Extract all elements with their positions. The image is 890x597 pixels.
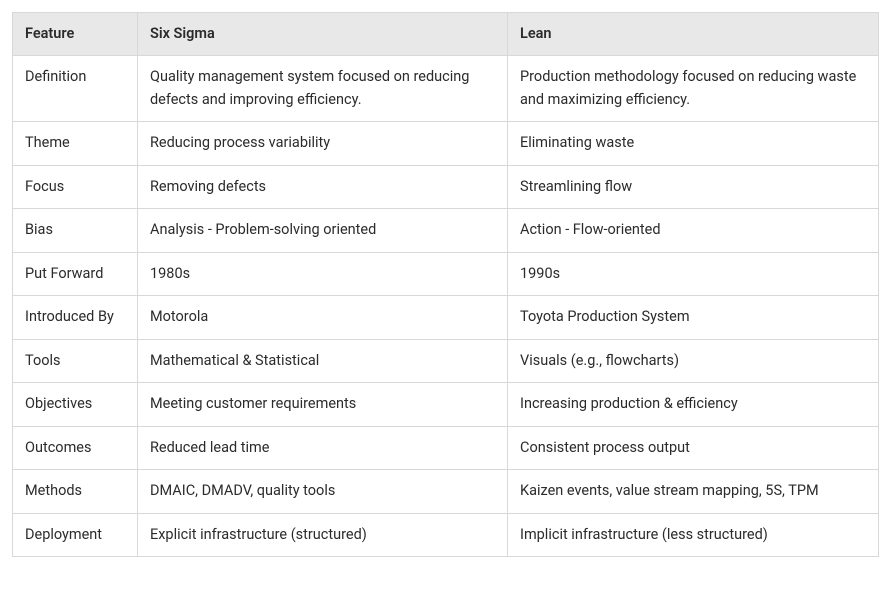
cell-sixsigma: Mathematical & Statistical [138,339,508,382]
cell-sixsigma: 1980s [138,252,508,295]
cell-feature: Introduced By [13,296,138,339]
cell-lean: Implicit infrastructure (less structured… [508,513,879,556]
col-header-feature: Feature [13,13,138,56]
cell-feature: Tools [13,339,138,382]
cell-lean: Streamlining flow [508,165,879,208]
table-row: Focus Removing defects Streamlining flow [13,165,879,208]
cell-feature: Focus [13,165,138,208]
table-row: Tools Mathematical & Statistical Visuals… [13,339,879,382]
table-row: Outcomes Reduced lead time Consistent pr… [13,426,879,469]
table-body: Definition Quality management system foc… [13,56,879,557]
cell-sixsigma: Removing defects [138,165,508,208]
cell-feature: Theme [13,122,138,165]
cell-lean: Increasing production & efficiency [508,383,879,426]
table-row: Objectives Meeting customer requirements… [13,383,879,426]
cell-sixsigma: Meeting customer requirements [138,383,508,426]
cell-lean: Visuals (e.g., flowcharts) [508,339,879,382]
cell-lean: Action - Flow-oriented [508,209,879,252]
cell-lean: Eliminating waste [508,122,879,165]
table-row: Put Forward 1980s 1990s [13,252,879,295]
cell-feature: Deployment [13,513,138,556]
table-header-row: Feature Six Sigma Lean [13,13,879,56]
cell-sixsigma: Explicit infrastructure (structured) [138,513,508,556]
table-row: Deployment Explicit infrastructure (stru… [13,513,879,556]
cell-sixsigma: Motorola [138,296,508,339]
table-row: Definition Quality management system foc… [13,56,879,122]
cell-lean: Toyota Production System [508,296,879,339]
table-row: Theme Reducing process variability Elimi… [13,122,879,165]
cell-feature: Objectives [13,383,138,426]
cell-feature: Put Forward [13,252,138,295]
cell-lean: 1990s [508,252,879,295]
cell-sixsigma: Reducing process variability [138,122,508,165]
cell-sixsigma: Reduced lead time [138,426,508,469]
cell-feature: Outcomes [13,426,138,469]
cell-sixsigma: DMAIC, DMADV, quality tools [138,470,508,513]
table-row: Methods DMAIC, DMADV, quality tools Kaiz… [13,470,879,513]
cell-feature: Methods [13,470,138,513]
cell-feature: Definition [13,56,138,122]
cell-lean: Consistent process output [508,426,879,469]
cell-sixsigma: Quality management system focused on red… [138,56,508,122]
cell-feature: Bias [13,209,138,252]
cell-sixsigma: Analysis - Problem-solving oriented [138,209,508,252]
table-row: Introduced By Motorola Toyota Production… [13,296,879,339]
table-row: Bias Analysis - Problem-solving oriented… [13,209,879,252]
cell-lean: Kaizen events, value stream mapping, 5S,… [508,470,879,513]
comparison-table: Feature Six Sigma Lean Definition Qualit… [12,12,879,557]
cell-lean: Production methodology focused on reduci… [508,56,879,122]
col-header-sixsigma: Six Sigma [138,13,508,56]
col-header-lean: Lean [508,13,879,56]
